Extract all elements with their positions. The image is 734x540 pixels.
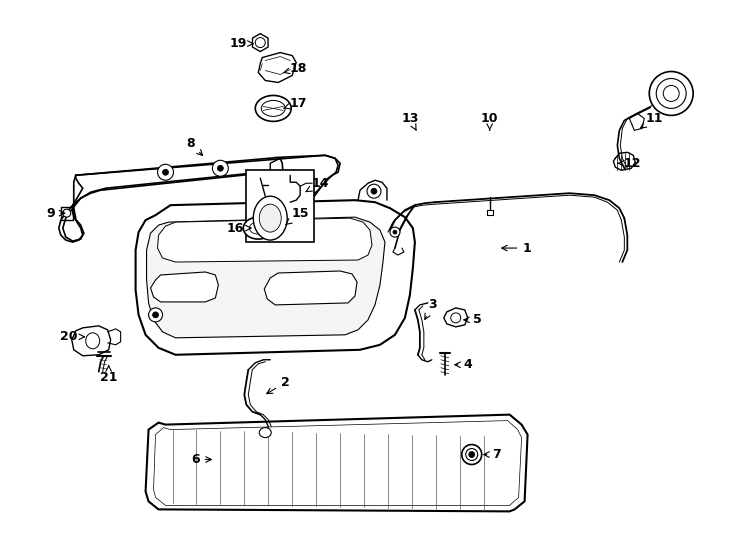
Text: 8: 8 <box>186 137 203 156</box>
Text: 3: 3 <box>425 299 437 319</box>
Polygon shape <box>147 217 385 338</box>
Ellipse shape <box>158 164 173 180</box>
Bar <box>247 170 314 242</box>
Ellipse shape <box>153 312 159 318</box>
Ellipse shape <box>212 160 228 176</box>
Ellipse shape <box>469 451 475 457</box>
Text: 9: 9 <box>46 207 65 220</box>
Text: 1: 1 <box>501 241 531 254</box>
Text: 2: 2 <box>266 376 290 394</box>
Text: 16: 16 <box>227 221 251 234</box>
Text: 5: 5 <box>464 313 482 326</box>
Text: 14: 14 <box>306 177 329 192</box>
Ellipse shape <box>253 196 287 240</box>
Polygon shape <box>150 272 219 302</box>
Text: 15: 15 <box>286 207 309 225</box>
Text: 6: 6 <box>191 453 211 466</box>
Ellipse shape <box>664 85 679 102</box>
Ellipse shape <box>162 169 169 176</box>
Ellipse shape <box>86 333 100 349</box>
Ellipse shape <box>250 222 267 234</box>
Text: 11: 11 <box>640 112 663 129</box>
Ellipse shape <box>255 96 291 122</box>
Text: 19: 19 <box>230 37 253 50</box>
Ellipse shape <box>243 217 273 239</box>
Ellipse shape <box>650 71 693 116</box>
Ellipse shape <box>371 188 377 194</box>
Ellipse shape <box>466 449 478 461</box>
Ellipse shape <box>390 227 400 237</box>
Polygon shape <box>158 218 372 262</box>
Polygon shape <box>136 200 415 355</box>
Polygon shape <box>264 271 357 305</box>
Ellipse shape <box>367 184 381 198</box>
Ellipse shape <box>462 444 482 464</box>
Ellipse shape <box>259 204 281 232</box>
Polygon shape <box>59 156 340 242</box>
Text: 7: 7 <box>484 448 501 461</box>
Ellipse shape <box>217 165 223 171</box>
Text: 10: 10 <box>481 112 498 131</box>
Ellipse shape <box>451 313 461 323</box>
Polygon shape <box>153 421 522 505</box>
Ellipse shape <box>261 100 286 117</box>
Polygon shape <box>72 326 111 356</box>
Text: 17: 17 <box>284 97 307 110</box>
Ellipse shape <box>255 38 265 48</box>
Ellipse shape <box>393 230 397 234</box>
Text: 12: 12 <box>618 157 641 170</box>
Ellipse shape <box>63 209 70 217</box>
Text: 13: 13 <box>401 112 418 130</box>
Text: 21: 21 <box>100 366 117 384</box>
Ellipse shape <box>148 308 162 322</box>
Ellipse shape <box>259 428 272 437</box>
Polygon shape <box>258 52 297 83</box>
Text: 18: 18 <box>284 62 307 75</box>
Polygon shape <box>252 33 268 51</box>
Text: 20: 20 <box>60 330 84 343</box>
Polygon shape <box>444 308 468 327</box>
Polygon shape <box>145 415 528 511</box>
Ellipse shape <box>656 78 686 109</box>
Text: 4: 4 <box>455 358 472 372</box>
